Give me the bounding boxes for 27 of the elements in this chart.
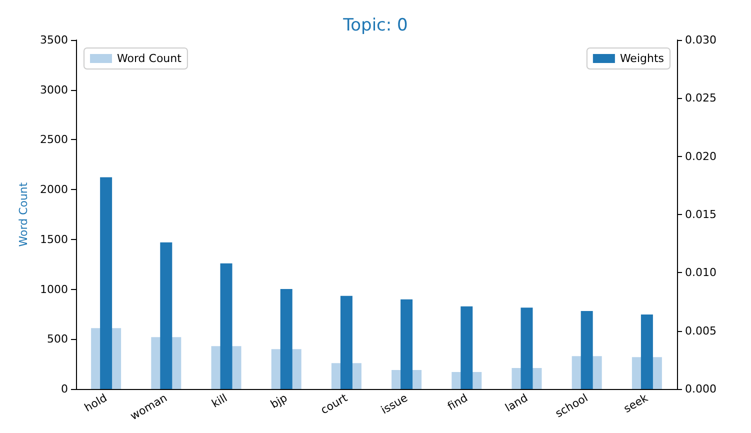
y-tick-label: 3000: [40, 83, 68, 96]
y-tick-label: 500: [47, 332, 68, 346]
y2-tick-label: 0.005: [685, 324, 716, 338]
y-tick-label: 2500: [40, 133, 68, 146]
y-axis-title: Word Count: [17, 182, 30, 247]
legend-label: Weights: [620, 52, 664, 65]
y2-tick-label: 0.020: [685, 150, 716, 163]
y2-tick-label: 0.000: [685, 382, 716, 396]
y2-tick-label: 0.010: [685, 266, 716, 280]
y2-tick-label: 0.025: [685, 92, 716, 105]
y2-tick-label: 0.030: [685, 34, 716, 46]
chart-title: Topic: 0: [342, 16, 408, 36]
x-tick-label: bjp: [268, 391, 290, 412]
y2-tick-label: 0.015: [685, 208, 716, 221]
x-tick-label: court: [318, 391, 350, 417]
x-tick-label: find: [445, 391, 470, 414]
x-tick-label: issue: [378, 391, 410, 417]
y-tick-label: 1000: [40, 282, 68, 296]
x-tick-label: kill: [210, 391, 230, 410]
y-tick-label: 3500: [40, 34, 68, 46]
legend-label: Word Count: [117, 52, 182, 65]
x-tick-label: land: [502, 391, 530, 414]
y-tick-label: 2000: [40, 183, 68, 196]
y-tick-label: 1500: [40, 232, 68, 246]
x-tick-label: hold: [82, 391, 110, 414]
y-tick-label: 0: [61, 382, 68, 396]
x-tick-label: seek: [622, 391, 651, 416]
